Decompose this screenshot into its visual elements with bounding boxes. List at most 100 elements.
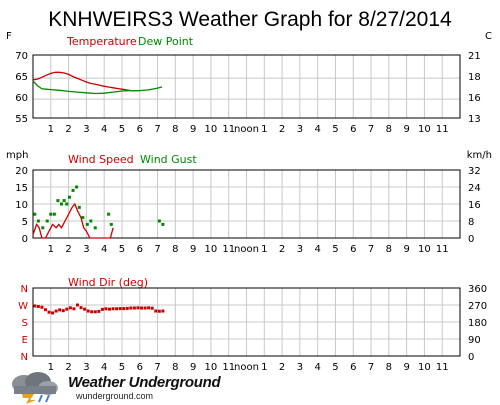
y-tick-label-right: 21	[468, 51, 481, 62]
data-point	[157, 309, 161, 313]
x-tick-label: 5	[332, 362, 338, 373]
data-point	[75, 185, 79, 189]
x-tick-label: 9	[403, 124, 409, 135]
data-point	[136, 306, 140, 310]
series-line-wind-speed	[32, 202, 114, 239]
y-tick-label-left: 10	[15, 200, 28, 211]
data-point	[111, 307, 115, 311]
legend-label: Dew Point	[138, 35, 194, 48]
left-unit-label: mph	[6, 150, 28, 161]
x-tick-label: 4	[101, 362, 107, 373]
data-point	[83, 307, 87, 311]
x-tick-label: 7	[368, 244, 374, 255]
x-tick-label: 9	[190, 124, 196, 135]
data-point	[154, 309, 158, 313]
data-point	[132, 306, 136, 310]
y-tick-label-right: 13	[468, 114, 481, 125]
data-point	[36, 219, 40, 223]
legend-label: Wind Speed	[68, 153, 134, 166]
brand-name: Weather Underground	[68, 374, 221, 391]
x-tick-label: 10	[205, 244, 218, 255]
data-point	[47, 310, 51, 314]
graph-title: KNHWEIRS3 Weather Graph for 8/27/2014	[48, 8, 452, 31]
x-tick-label: 10	[418, 362, 431, 373]
x-tick-label: 8	[386, 244, 392, 255]
data-point	[79, 306, 83, 310]
x-tick-label: 8	[172, 124, 178, 135]
y-tick-label-right: 90	[468, 335, 481, 346]
x-tick-label: 5	[119, 362, 125, 373]
x-tick-label: 9	[403, 362, 409, 373]
data-point	[43, 308, 47, 312]
x-tick-label: 7	[368, 362, 374, 373]
x-tick-label: 1	[48, 362, 54, 373]
y-tick-label-left: S	[22, 318, 28, 329]
x-tick-label: 10	[418, 124, 431, 135]
x-tick-label: 9	[403, 244, 409, 255]
data-point	[147, 306, 151, 310]
data-point	[51, 311, 55, 315]
x-tick-label: 10	[205, 362, 218, 373]
data-point	[52, 212, 56, 216]
x-tick-label: 1	[48, 244, 54, 255]
x-tick-label: 8	[172, 244, 178, 255]
left-unit-label: F	[6, 31, 12, 42]
y-tick-label-left: E	[22, 335, 28, 346]
series-line-temperature	[32, 71, 140, 92]
y-tick-label-right: 270	[468, 301, 487, 312]
x-tick-label: 4	[314, 124, 320, 135]
plot-frame	[32, 287, 461, 357]
y-tick-label-left: 65	[15, 72, 28, 83]
x-tick-label: 3	[297, 124, 303, 135]
x-tick-label: 2	[279, 362, 285, 373]
x-tick-label: 3	[83, 362, 89, 373]
y-tick-label-left: N	[21, 352, 28, 363]
x-tick-label: 11	[222, 362, 235, 373]
y-tick-label-right: 0	[468, 234, 474, 245]
x-tick-label: 11	[436, 244, 449, 255]
x-tick-label: 4	[101, 244, 107, 255]
y-tick-label-right: 16	[468, 93, 481, 104]
data-point	[125, 306, 129, 310]
data-point	[90, 310, 94, 314]
x-tick-label: 5	[332, 124, 338, 135]
x-tick-label: 2	[65, 362, 71, 373]
data-point	[107, 212, 111, 216]
x-tick-label: 6	[350, 124, 356, 135]
x-tick-label: 6	[137, 124, 143, 135]
x-tick-label: 11	[222, 124, 235, 135]
y-tick-label-left: 70	[15, 51, 28, 62]
x-tick-label: 3	[297, 362, 303, 373]
plot-frame	[32, 169, 461, 239]
data-point	[75, 303, 79, 307]
y-tick-label-right: 18	[468, 72, 481, 83]
x-tick-label: 7	[368, 124, 374, 135]
data-point	[58, 308, 62, 312]
data-point	[129, 306, 133, 310]
data-point	[65, 307, 69, 311]
data-point	[122, 307, 126, 311]
data-point	[118, 307, 122, 311]
x-tick-label: 8	[386, 124, 392, 135]
x-tick-label: 11	[436, 362, 449, 373]
x-tick-label: 2	[279, 244, 285, 255]
x-tick-label: 1	[261, 124, 267, 135]
y-tick-label-right: 8	[468, 217, 474, 228]
y-tick-label-left: 5	[22, 217, 28, 228]
x-tick-label: noon	[234, 362, 259, 373]
x-tick-label: 11	[222, 244, 235, 255]
y-tick-label-left: 20	[15, 166, 28, 177]
x-tick-label: 1	[261, 244, 267, 255]
x-tick-label: 1	[261, 362, 267, 373]
y-tick-label-left: 0	[22, 234, 28, 245]
x-tick-label: 2	[279, 124, 285, 135]
y-tick-label-left: 60	[15, 93, 28, 104]
data-point	[115, 307, 119, 311]
data-point	[33, 212, 37, 216]
x-tick-label: 6	[137, 244, 143, 255]
x-tick-label: 5	[332, 244, 338, 255]
x-tick-label: 5	[119, 244, 125, 255]
x-tick-label: 3	[297, 244, 303, 255]
y-tick-label-left: 15	[15, 183, 28, 194]
right-unit-label: C	[485, 31, 492, 42]
